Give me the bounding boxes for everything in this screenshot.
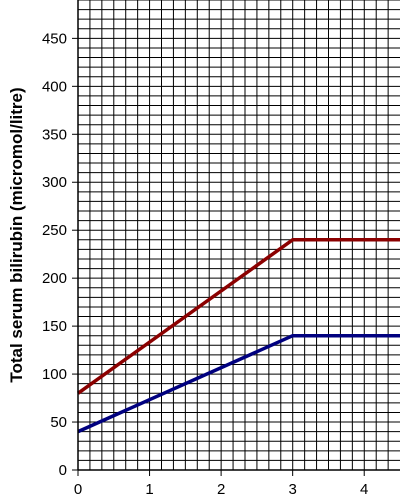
y-tick-label: 450 bbox=[42, 30, 67, 47]
tick-labels: 0 50 100 150 200 250 300 350 400 450 0 1 2 3 4 bbox=[42, 30, 368, 498]
y-tick-label: 0 bbox=[59, 462, 67, 479]
series-line-2 bbox=[77, 333, 400, 434]
y-axis-title: Total serum bilirubin (micromol/litre) bbox=[7, 87, 26, 382]
axes bbox=[72, 0, 400, 476]
series-line-1 bbox=[76, 238, 400, 395]
y-tick-label: 250 bbox=[42, 222, 67, 239]
x-tick-label: 1 bbox=[145, 481, 153, 498]
y-tick-label: 400 bbox=[42, 78, 67, 95]
x-tick-label: 3 bbox=[288, 481, 296, 498]
y-tick-label: 200 bbox=[42, 270, 67, 287]
y-tick-label: 100 bbox=[42, 366, 67, 383]
x-tick-label: 2 bbox=[217, 481, 225, 498]
plot-background bbox=[78, 0, 400, 470]
x-tick-label: 0 bbox=[74, 481, 82, 498]
grid bbox=[77, 0, 400, 471]
x-tick-label: 4 bbox=[360, 481, 368, 498]
y-tick-label: 350 bbox=[42, 126, 67, 143]
series-group bbox=[76, 238, 400, 434]
y-tick-label: 300 bbox=[42, 174, 67, 191]
y-tick-label: 150 bbox=[42, 318, 67, 335]
y-tick-label: 50 bbox=[50, 414, 67, 431]
